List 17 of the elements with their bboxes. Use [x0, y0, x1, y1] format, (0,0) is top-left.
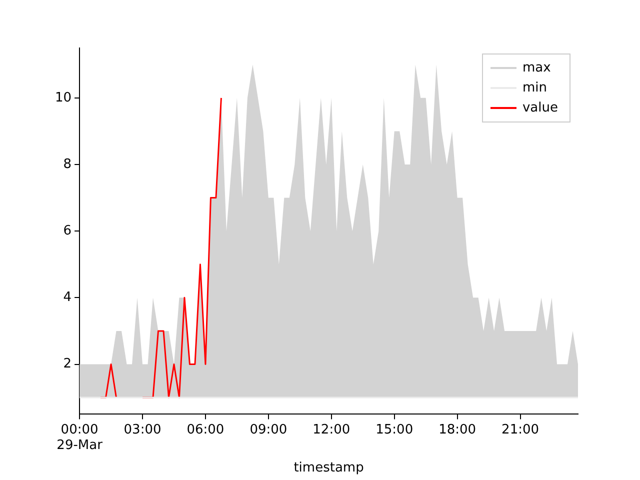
x-tick-label: 12:00	[312, 422, 350, 438]
x-tick-label: 06:00	[186, 422, 224, 438]
legend-label: min	[522, 80, 548, 96]
x-tick-label: 15:00	[376, 422, 414, 438]
y-tick-label: 6	[63, 223, 72, 238]
y-tick-label: 10	[54, 90, 72, 106]
y-tick-label: 8	[63, 156, 72, 172]
x-tick-label: 21:00	[502, 422, 540, 438]
x-tick-label: 00:00 29-Mar	[56, 422, 104, 453]
legend-label: max	[522, 60, 552, 76]
x-tick-label: 18:00	[438, 422, 476, 438]
x-tick-label: 03:00	[124, 422, 162, 438]
y-tick-label: 2	[63, 356, 72, 372]
y-tick-label: 4	[63, 290, 72, 306]
x-axis-title: timestamp	[294, 460, 364, 476]
x-tick-label: 09:00	[250, 422, 288, 438]
legend-label: value	[522, 100, 558, 116]
